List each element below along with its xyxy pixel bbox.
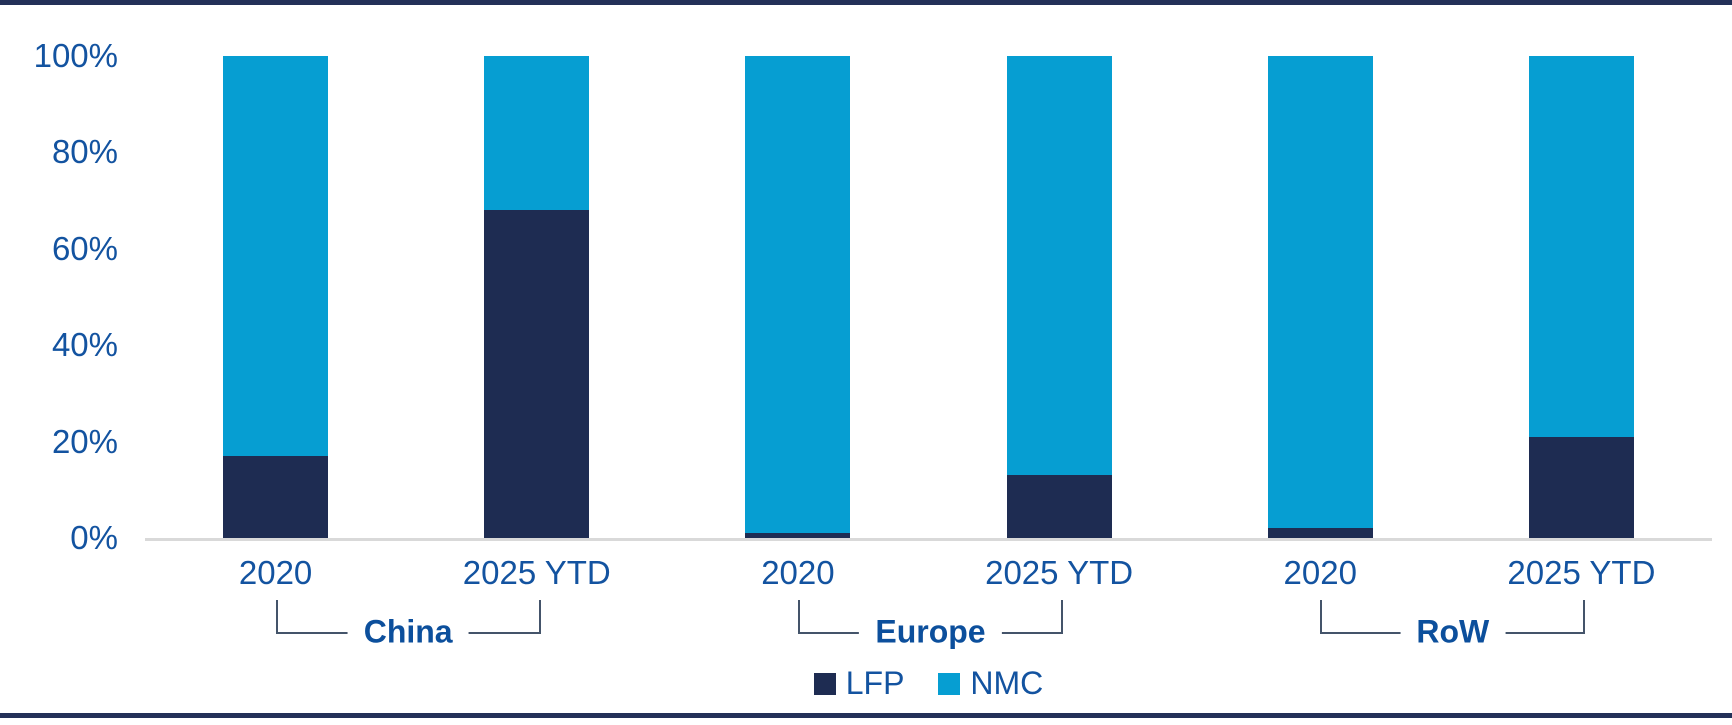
group-label: Europe: [859, 613, 1002, 651]
bar-segment-nmc: [1267, 56, 1373, 529]
bottom-border-rule: [0, 713, 1732, 718]
bar-segment-nmc: [484, 56, 590, 211]
stacked-bar: [1267, 56, 1373, 538]
x-tick-label: 2020: [238, 554, 313, 591]
y-tick-label: 60%: [51, 229, 118, 267]
bar-segment-nmc: [1006, 56, 1112, 476]
stacked-bar: [745, 56, 851, 538]
y-tick-label: 0%: [70, 519, 118, 556]
group-bracket: China: [275, 600, 541, 651]
x-tick-label: 2025 YTD: [1507, 554, 1656, 591]
x-tick-label: 2025 YTD: [462, 554, 611, 591]
group-label: RoW: [1400, 613, 1506, 651]
bar-segment-nmc: [745, 56, 851, 534]
legend-label: NMC: [970, 665, 1044, 701]
group-bracket: Europe: [797, 600, 1064, 651]
x-tick-label: 2025 YTD: [985, 554, 1134, 591]
stacked-bar: [1528, 56, 1634, 538]
x-tick-label: 2020: [1283, 554, 1357, 591]
y-tick-label: 40%: [51, 326, 118, 364]
chart-legend: LFP NMC: [145, 665, 1712, 702]
y-tick-label: 100%: [33, 37, 118, 74]
bar-segment-nmc: [223, 56, 329, 457]
bar-segment-lfp: [1006, 475, 1112, 538]
y-tick-label: 20%: [51, 422, 118, 460]
legend-label: LFP: [845, 665, 905, 701]
legend-swatch-icon: [813, 672, 836, 695]
legend-entry: LFP: [813, 665, 905, 702]
x-axis-baseline: [145, 538, 1712, 541]
bar-segment-lfp: [1528, 436, 1634, 538]
group-label: China: [347, 613, 469, 651]
stacked-bar: [484, 56, 590, 538]
bar-segment-lfp: [484, 210, 590, 538]
bar-segment-lfp: [745, 533, 851, 538]
stacked-bar: [223, 56, 329, 538]
y-tick-label: 80%: [51, 133, 118, 171]
group-bracket: RoW: [1320, 600, 1586, 651]
x-tick-label: 2020: [761, 554, 835, 591]
bar-segment-lfp: [223, 456, 329, 538]
bar-segment-lfp: [1267, 528, 1373, 538]
bar-segment-nmc: [1528, 56, 1634, 437]
stacked-bar: [1006, 56, 1112, 538]
top-border-rule: [0, 0, 1732, 5]
legend-entry: NMC: [938, 665, 1043, 702]
legend-swatch-icon: [938, 672, 961, 695]
